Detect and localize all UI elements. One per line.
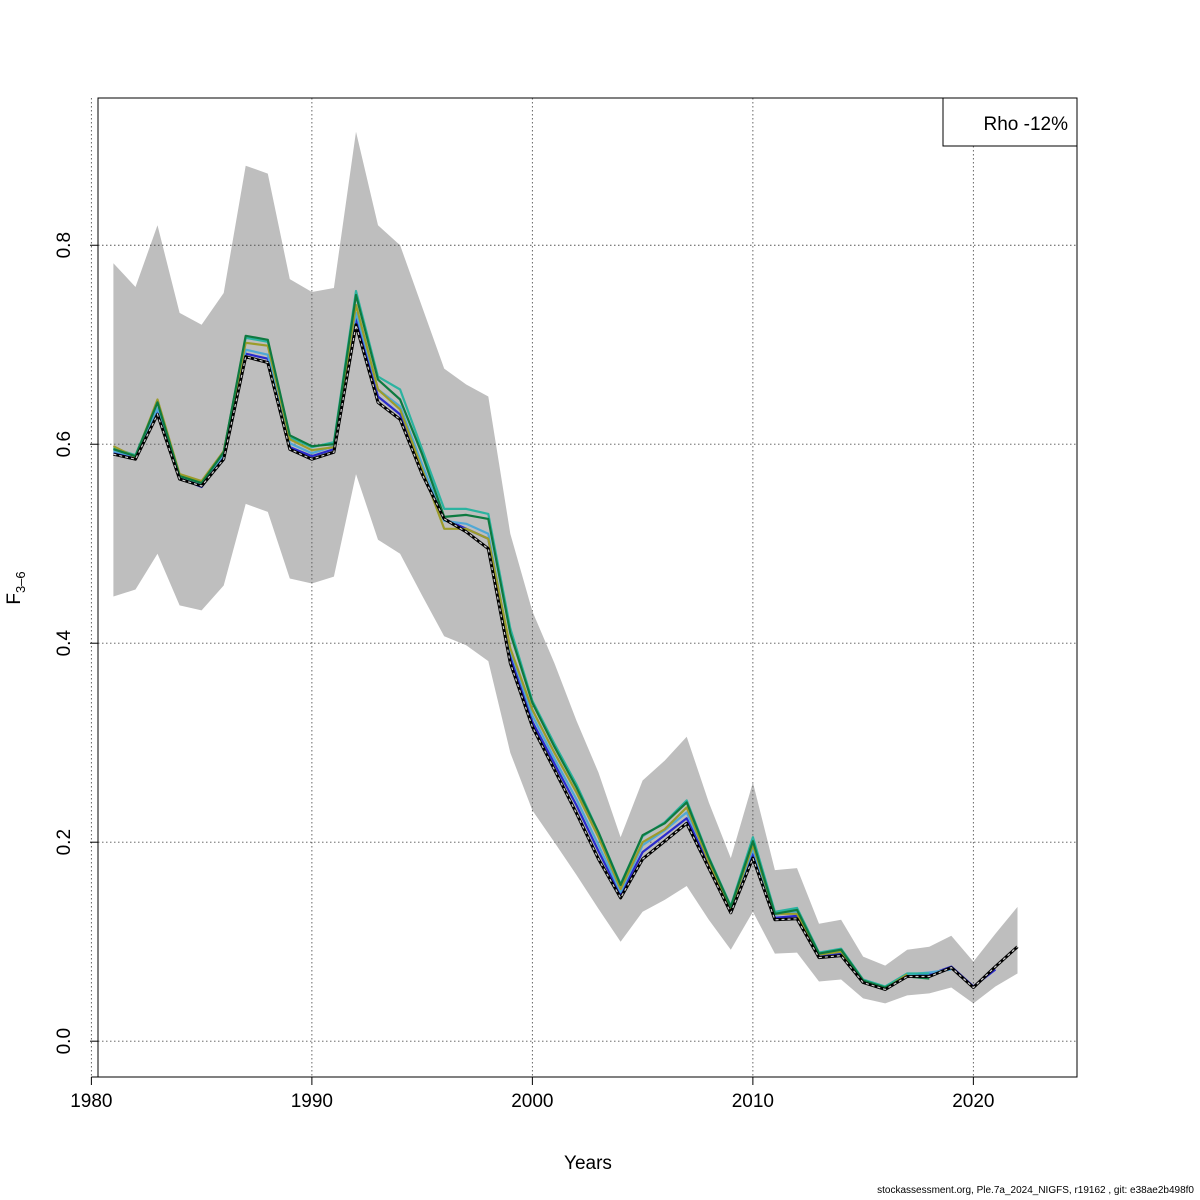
y-axis-label: F3–6 — [4, 571, 28, 604]
y-axis-label-main: F — [4, 593, 25, 605]
y-axis-label-subscript: 3–6 — [13, 571, 28, 593]
x-axis-label: Years — [564, 1153, 612, 1174]
y-tick-label: 0.8 — [54, 232, 75, 258]
x-tick-label: 1980 — [70, 1091, 112, 1112]
y-tick-label: 0.0 — [54, 1028, 75, 1054]
x-tick-label: 2000 — [511, 1091, 553, 1112]
axis-layer: 1980 1990 2000 2010 2020 0.0 0.2 0.4 0.6 0.8 — [54, 232, 995, 1112]
confidence-band — [113, 131, 1018, 1004]
footer-credit: stockassessment.org, Ple.7a_2024_NIGFS, … — [877, 1185, 1194, 1196]
grid-layer — [90, 98, 1077, 1077]
y-tick-label: 0.2 — [54, 829, 75, 855]
legend-frame — [942, 97, 1078, 147]
series-layer — [112, 289, 1019, 991]
confidence-band-layer — [113, 131, 1018, 1004]
svg-text:F3–6: F3–6 — [4, 571, 28, 604]
series-line-5 — [113, 293, 930, 989]
x-tick-label: 2020 — [952, 1091, 994, 1112]
y-tick-label: 0.4 — [54, 630, 75, 657]
legend-text: Rho -12% — [984, 114, 1069, 135]
x-tick-label: 2010 — [732, 1091, 774, 1112]
series-line-terminal-dash — [113, 324, 1018, 991]
x-tick-label: 1990 — [291, 1091, 333, 1112]
y-tick-label: 0.6 — [54, 431, 75, 457]
legend-box: Rho -12% — [942, 97, 1078, 147]
